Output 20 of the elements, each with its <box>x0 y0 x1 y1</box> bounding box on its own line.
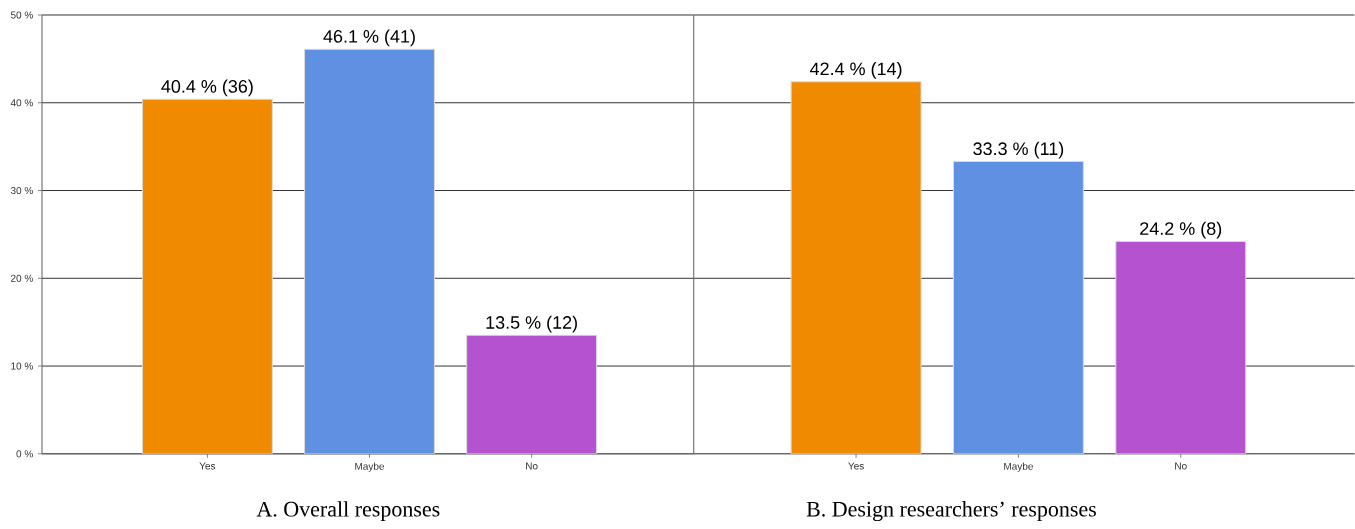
y-tick-label: 40 % <box>10 99 33 107</box>
x-tick-label: Yes <box>199 462 216 470</box>
y-tick-label: 20 % <box>11 274 33 282</box>
x-axis-title: B. Design researchers’ responses <box>806 501 1096 522</box>
data-label: 24.2 % (8) <box>1140 221 1222 239</box>
y-tick-label: 10 % <box>11 362 33 370</box>
data-label: 33.3 % (11) <box>973 141 1064 159</box>
x-axis-title: A. Overall responses <box>256 501 440 522</box>
y-tick-label: 0 % <box>16 450 33 458</box>
x-tick-label: Yes <box>848 462 864 470</box>
data-label: 46.1 % (41) <box>323 29 415 47</box>
x-tick-label: Maybe <box>355 462 385 472</box>
data-label: 42.4 % (14) <box>809 62 902 79</box>
x-tick-label: No <box>526 462 538 470</box>
x-tick-label: No <box>1175 462 1187 470</box>
data-label: 13.5 % (12) <box>486 315 577 333</box>
y-tick-label: 50 % <box>10 11 33 19</box>
x-tick-label: Maybe <box>1004 462 1033 472</box>
data-label: 40.4 % (36) <box>161 79 253 97</box>
y-tick-label: 30 % <box>10 187 33 195</box>
